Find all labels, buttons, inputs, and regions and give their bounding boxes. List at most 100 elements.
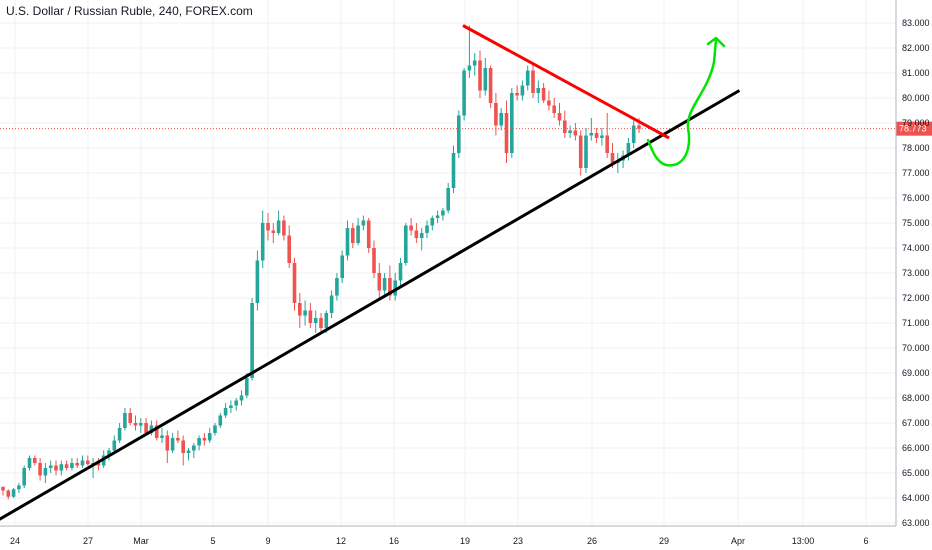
- candle-body: [578, 135, 583, 168]
- candle-body: [59, 464, 64, 471]
- candle-body: [499, 113, 503, 126]
- candles: [1, 25, 641, 500]
- candle-body: [584, 135, 588, 168]
- x-tick-label: 13:00: [792, 536, 815, 546]
- candle-body: [536, 88, 541, 93]
- candle-body: [409, 225, 413, 231]
- candle-body: [573, 130, 578, 136]
- candle-body: [515, 93, 519, 96]
- candle-body: [637, 125, 641, 129]
- last-price-label: 78.773: [899, 124, 927, 134]
- candle-body: [176, 438, 180, 441]
- y-tick-label: 77.000: [902, 168, 930, 178]
- y-tick-label: 73.000: [902, 268, 930, 278]
- x-tick-label: Mar: [133, 536, 149, 546]
- candle-body: [361, 220, 366, 226]
- candle-body: [594, 133, 599, 138]
- grid: [0, 0, 896, 526]
- candle-body: [589, 133, 594, 136]
- candle-body: [298, 303, 302, 316]
- candle-body: [541, 88, 546, 101]
- x-tick-label: 26: [587, 536, 597, 546]
- y-tick-label: 69.000: [902, 368, 930, 378]
- x-tick-label: 5: [210, 536, 215, 546]
- candle-body: [271, 230, 276, 233]
- candle-body: [202, 438, 207, 441]
- candle-body: [388, 278, 392, 296]
- candle-body: [414, 230, 419, 238]
- candle-body: [107, 450, 111, 456]
- last-price-badge: [896, 121, 932, 136]
- candle-body: [319, 318, 323, 328]
- candle-body: [610, 153, 615, 163]
- candle-body: [123, 413, 127, 428]
- candle-body: [133, 423, 138, 426]
- candle-body: [266, 223, 270, 231]
- candle-body: [547, 100, 551, 106]
- candle-body: [75, 463, 79, 466]
- candle-body: [377, 273, 382, 291]
- x-tick-label: 23: [513, 536, 523, 546]
- candle-body: [457, 115, 461, 153]
- candle-body: [149, 425, 154, 433]
- candle-body: [292, 263, 297, 303]
- candle-body: [165, 435, 170, 451]
- candle-body: [43, 468, 48, 476]
- resistance-trendline: [462, 24, 670, 140]
- candle-body: [472, 60, 477, 66]
- candle-body: [181, 440, 185, 453]
- candle-body: [557, 113, 562, 121]
- x-tick-label: 6: [863, 536, 868, 546]
- candle-body: [462, 70, 466, 116]
- projection-arrow-head: [706, 36, 726, 48]
- y-tick-label: 76.000: [902, 193, 930, 203]
- x-tick-label: 24: [10, 536, 20, 546]
- x-tick-label: 16: [389, 536, 399, 546]
- y-tick-label: 74.000: [902, 243, 930, 253]
- candle-body: [372, 248, 376, 273]
- candle-body: [340, 255, 344, 278]
- candle-body: [600, 135, 604, 138]
- candle-body: [631, 125, 636, 143]
- y-tick-label: 72.000: [902, 293, 930, 303]
- candle-body: [282, 220, 286, 236]
- candle-body: [223, 408, 228, 416]
- y-tick-label: 66.000: [902, 443, 930, 453]
- candle-body: [139, 423, 143, 426]
- candle-body: [451, 153, 456, 188]
- candle-body: [70, 463, 74, 468]
- candle-body: [563, 120, 567, 133]
- candle-body: [324, 313, 329, 328]
- y-tick-label: 80.000: [902, 93, 930, 103]
- candle-body: [510, 93, 514, 153]
- support-trendline: [0, 89, 741, 521]
- x-tick-label: 27: [83, 536, 93, 546]
- candle-body: [80, 460, 85, 466]
- candle-body: [250, 303, 254, 378]
- candle-body: [218, 415, 223, 426]
- x-tick-label: 9: [265, 536, 270, 546]
- candle-body: [335, 278, 339, 296]
- candle-body: [197, 438, 201, 446]
- candle-body: [117, 428, 122, 441]
- candle-body: [1, 486, 5, 491]
- candle-body: [213, 425, 217, 433]
- y-tick-label: 81.000: [902, 68, 930, 78]
- candle-body: [398, 263, 403, 281]
- candle-body: [329, 295, 334, 313]
- candle-body: [351, 228, 355, 243]
- candle-body: [192, 445, 196, 451]
- y-tick-label: 65.000: [902, 468, 930, 478]
- candle-body: [430, 218, 435, 226]
- candle-body: [207, 433, 212, 441]
- candle-body: [17, 485, 21, 490]
- candle-body: [626, 143, 631, 156]
- chart-title: U.S. Dollar / Russian Ruble, 240, FOREX.…: [6, 4, 253, 18]
- y-tick-label: 70.000: [902, 343, 930, 353]
- projection-arrow-stroke: [646, 38, 718, 167]
- candle-body: [112, 440, 117, 451]
- y-tick-label: 64.000: [902, 493, 930, 503]
